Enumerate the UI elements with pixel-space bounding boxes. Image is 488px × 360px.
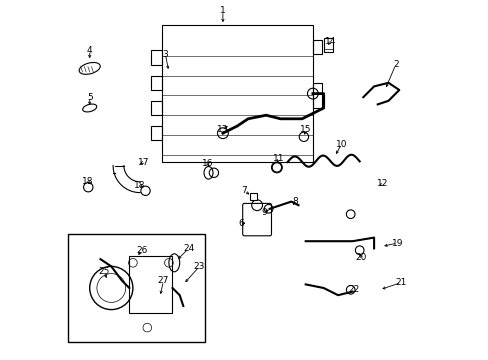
Text: 2: 2 xyxy=(392,60,398,69)
Text: 3: 3 xyxy=(162,50,168,59)
Text: 24: 24 xyxy=(183,244,194,253)
Text: 21: 21 xyxy=(395,278,406,287)
Text: 5: 5 xyxy=(87,93,92,102)
Text: 17: 17 xyxy=(138,158,149,166)
Text: 27: 27 xyxy=(158,276,169,285)
Text: 26: 26 xyxy=(136,246,147,255)
Text: 11: 11 xyxy=(273,154,284,163)
Text: 6: 6 xyxy=(238,219,244,228)
Bar xyxy=(312,40,321,54)
Text: 22: 22 xyxy=(348,285,359,294)
Text: 18: 18 xyxy=(134,181,145,190)
Text: 12: 12 xyxy=(377,179,388,188)
Text: 16: 16 xyxy=(202,159,213,168)
Text: 10: 10 xyxy=(335,140,347,149)
Text: 4: 4 xyxy=(87,46,92,55)
Text: 7: 7 xyxy=(241,186,247,195)
Bar xyxy=(151,101,162,115)
Bar xyxy=(151,126,162,140)
Text: 8: 8 xyxy=(291,197,297,206)
Bar xyxy=(68,234,204,342)
Bar xyxy=(323,38,332,52)
Text: 23: 23 xyxy=(193,262,205,271)
Text: 25: 25 xyxy=(98,267,110,276)
Text: 20: 20 xyxy=(355,253,366,262)
Bar xyxy=(249,193,257,200)
Bar xyxy=(151,76,162,90)
Bar xyxy=(162,25,312,162)
Text: 13: 13 xyxy=(217,125,228,134)
Text: 15: 15 xyxy=(299,125,311,134)
Bar xyxy=(312,83,321,108)
Bar xyxy=(151,50,162,65)
Text: 18: 18 xyxy=(82,177,94,186)
Text: 9: 9 xyxy=(261,208,266,217)
Text: 1: 1 xyxy=(220,6,225,15)
Text: 14: 14 xyxy=(325,37,336,46)
Text: 19: 19 xyxy=(391,239,403,248)
Bar xyxy=(129,256,172,313)
